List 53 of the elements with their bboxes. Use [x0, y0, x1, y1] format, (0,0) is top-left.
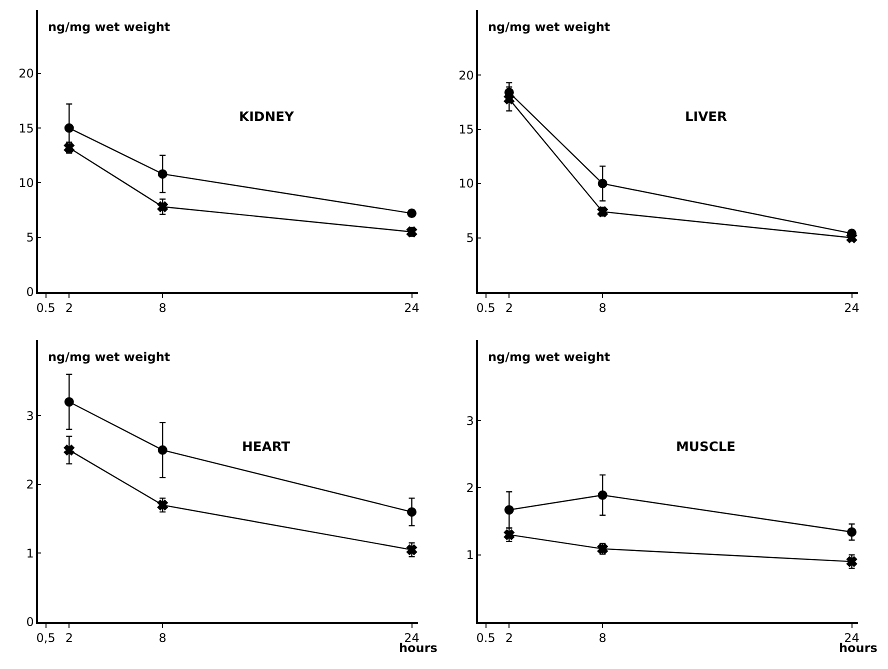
- point: [157, 500, 168, 510]
- point: [407, 507, 417, 517]
- point: [504, 529, 514, 540]
- point: [598, 178, 608, 188]
- text: KIDNEY: [239, 110, 294, 125]
- y-tick-label: 3: [26, 408, 34, 423]
- y-tick-label: 10: [18, 176, 34, 190]
- x-tick-label: 24: [844, 301, 860, 316]
- x-tick-label: 2: [65, 301, 73, 316]
- x-tick-label: 24: [404, 301, 420, 316]
- point: [847, 527, 857, 537]
- y-tick-label: 5: [466, 230, 474, 245]
- x-tick-label: 0,5: [36, 631, 56, 646]
- text: HEART: [242, 440, 290, 455]
- point: [504, 94, 514, 104]
- point: [64, 397, 74, 407]
- x-tick-label: 0.5: [476, 301, 496, 316]
- x-tick-label: 8: [598, 301, 606, 316]
- y-tick-label: 0: [26, 615, 34, 630]
- point: [64, 123, 74, 133]
- y-tick-label: 15: [18, 121, 34, 136]
- text: LIVER: [685, 110, 728, 125]
- y-axis-title: ng/mg wet weight: [48, 20, 170, 34]
- y-tick-label: 5: [26, 230, 34, 245]
- text: MUSCLE: [676, 440, 736, 455]
- point: [158, 169, 168, 179]
- y-tick-label: 10: [458, 176, 474, 191]
- x-tick-label: 8: [158, 631, 166, 646]
- y-axis-title: ng/mg wet weight: [48, 350, 170, 364]
- y-tick-label: 2: [26, 478, 34, 492]
- y-axis-title: ng/mg wet weight: [488, 350, 610, 364]
- x-tick-label: 8: [598, 631, 606, 646]
- point: [64, 444, 74, 456]
- y-tick-label: 20: [18, 66, 34, 81]
- point: [504, 505, 514, 515]
- x-tick-label: 8: [158, 301, 166, 316]
- y-tick-label: 15: [458, 122, 474, 137]
- x-tick-label: 2: [505, 631, 513, 646]
- y-tick-label: 2: [466, 480, 474, 495]
- y-axis-title: ng/mg wet weight: [488, 20, 610, 34]
- y-tick-label: 0: [26, 285, 34, 300]
- x-tick-label: 2: [505, 301, 513, 316]
- point: [158, 445, 168, 455]
- x-tick-label: 0.5: [476, 631, 496, 646]
- y-tick-label: 3: [466, 414, 474, 428]
- y-tick-label: 1: [26, 546, 34, 560]
- x-tick-label: 0.5: [36, 301, 56, 316]
- x-tick-label: 2: [65, 631, 73, 646]
- point: [406, 544, 418, 556]
- y-tick-label: 1: [466, 548, 474, 562]
- point: [598, 490, 608, 500]
- y-tick-label: 20: [458, 68, 474, 82]
- point: [157, 201, 168, 212]
